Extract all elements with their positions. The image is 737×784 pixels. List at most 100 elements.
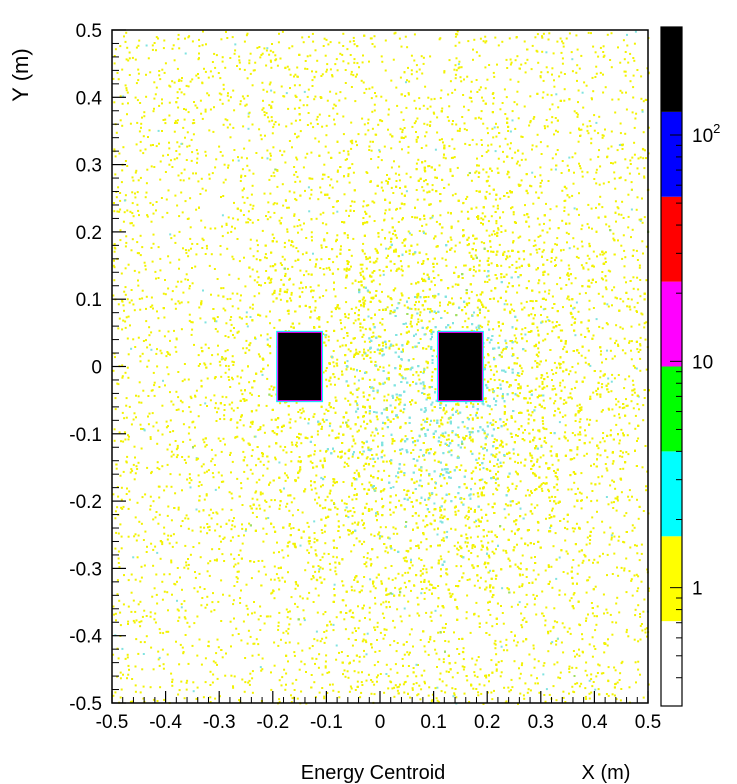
- scatter-point: [487, 274, 490, 277]
- scatter-point: [113, 250, 116, 253]
- scatter-point: [639, 624, 642, 627]
- scatter-point: [440, 690, 443, 693]
- scatter-point: [154, 621, 157, 624]
- scatter-point: [205, 494, 208, 497]
- scatter-point: [215, 559, 218, 562]
- scatter-point: [534, 244, 537, 247]
- scatter-point: [386, 306, 389, 309]
- scatter-point: [626, 404, 629, 407]
- scatter-point: [494, 639, 497, 642]
- scatter-point: [447, 550, 450, 553]
- scatter-point: [373, 201, 376, 204]
- scatter-point: [333, 118, 335, 121]
- scatter-point: [614, 111, 617, 114]
- scatter-point: [638, 408, 640, 411]
- scatter-point: [608, 408, 611, 411]
- scatter-point: [290, 244, 293, 247]
- scatter-point: [516, 291, 519, 294]
- scatter-point: [587, 613, 589, 616]
- scatter-point: [134, 533, 137, 536]
- scatter-point: [453, 68, 456, 71]
- scatter-point: [374, 650, 377, 653]
- scatter-point: [365, 88, 368, 91]
- scatter-point: [568, 373, 570, 376]
- scatter-point: [550, 121, 553, 124]
- scatter-point: [442, 141, 444, 144]
- scatter-point: [423, 217, 426, 220]
- scatter-point: [129, 222, 132, 225]
- scatter-point: [187, 432, 190, 435]
- scatter-point: [177, 609, 180, 612]
- scatter-point: [119, 208, 122, 211]
- scatter-point: [373, 683, 376, 686]
- scatter-point: [401, 131, 404, 134]
- scatter-point: [589, 125, 592, 127]
- scatter-point: [619, 122, 622, 125]
- scatter-point: [561, 219, 564, 222]
- scatter-point: [352, 616, 355, 619]
- scatter-point: [134, 516, 137, 519]
- scatter-point: [167, 330, 170, 333]
- scatter-point: [297, 135, 300, 138]
- scatter-point: [353, 494, 356, 497]
- scatter-point: [251, 511, 254, 514]
- scatter-point: [154, 270, 157, 273]
- scatter-point: [312, 576, 315, 579]
- scatter-point: [463, 264, 466, 267]
- scatter-point: [578, 213, 580, 216]
- scatter-point: [276, 541, 278, 544]
- scatter-point: [198, 495, 201, 498]
- scatter-point: [529, 95, 532, 98]
- scatter-point: [189, 80, 192, 83]
- scatter-point: [262, 99, 264, 102]
- scatter-point: [141, 116, 143, 119]
- scatter-point: [497, 661, 500, 664]
- scatter-point: [622, 540, 625, 543]
- scatter-point: [359, 696, 362, 699]
- scatter-point: [216, 353, 219, 356]
- scatter-point: [161, 216, 164, 219]
- scatter-point: [119, 239, 122, 242]
- scatter-point: [518, 374, 521, 377]
- scatter-point: [572, 650, 575, 652]
- scatter-point: [358, 655, 361, 658]
- scatter-point: [543, 662, 546, 665]
- scatter-point: [125, 404, 128, 407]
- scatter-point: [490, 169, 493, 172]
- scatter-point: [125, 316, 128, 319]
- scatter-point: [200, 346, 203, 349]
- scatter-point: [429, 125, 431, 127]
- scatter-point: [488, 413, 491, 416]
- scatter-point: [426, 123, 429, 126]
- scatter-point: [265, 112, 268, 115]
- scatter-point: [405, 190, 408, 193]
- scatter-point: [323, 475, 326, 478]
- scatter-point: [231, 36, 234, 39]
- scatter-point: [363, 649, 365, 652]
- scatter-point: [481, 212, 484, 215]
- scatter-point: [529, 184, 531, 187]
- scatter-point: [385, 673, 388, 675]
- scatter-point: [349, 509, 352, 512]
- scatter-point: [248, 169, 251, 172]
- scatter-point: [426, 191, 429, 194]
- scatter-point: [591, 98, 593, 101]
- scatter-point: [343, 618, 346, 621]
- scatter-point: [197, 58, 200, 61]
- scatter-point: [399, 207, 402, 210]
- scatter-point: [617, 213, 620, 216]
- scatter-point: [503, 686, 506, 689]
- scatter-point: [200, 465, 203, 468]
- scatter-point: [501, 612, 504, 614]
- scatter-point: [168, 101, 171, 104]
- scatter-point: [237, 570, 240, 573]
- scatter-point: [415, 675, 418, 678]
- scatter-point: [355, 493, 358, 496]
- scatter-point: [196, 106, 199, 109]
- scatter-point: [266, 377, 269, 380]
- scatter-point: [359, 274, 362, 277]
- scatter-point: [531, 144, 534, 147]
- scatter-point: [460, 565, 463, 568]
- scatter-point: [207, 526, 209, 529]
- scatter-point: [219, 440, 222, 442]
